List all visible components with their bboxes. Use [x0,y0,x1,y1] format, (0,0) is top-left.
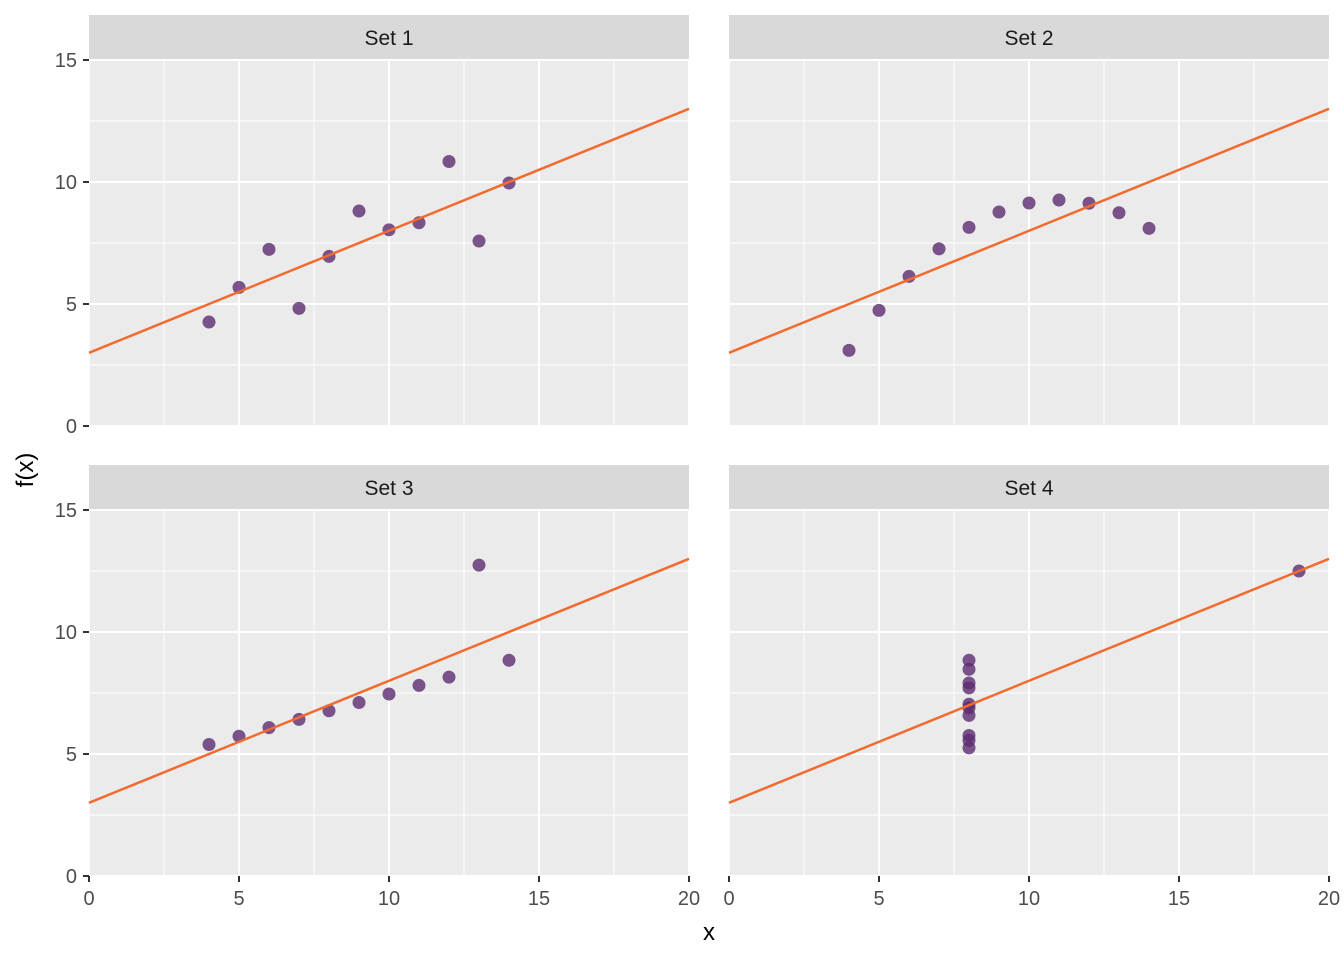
x-tick-label: 0 [723,888,734,910]
data-point [352,696,366,710]
panel-4: Set 4 [728,465,1330,877]
strip-background [89,15,689,60]
fit-line [88,557,690,804]
strip-background [729,465,1329,510]
y-tick-label: 0 [66,866,77,888]
panel-1: Set 1 [88,15,690,427]
data-point [962,662,976,676]
data-point [442,155,456,169]
panel-3: Set 3 [88,465,690,877]
y-tick-label: 15 [55,50,77,72]
y-tick-label: 15 [55,500,77,522]
data-point [382,687,396,701]
x-tick-label: 20 [1318,888,1340,910]
data-point [932,242,946,256]
panels-group: Set 1 Set 2 Set 3 Set 4 [88,15,1330,877]
data-point [1052,193,1066,207]
data-point [352,204,366,218]
data-point [872,303,886,317]
data-point [992,205,1006,219]
x-axis-title: x [703,919,715,946]
fit-line [88,107,690,354]
y-tick-label: 5 [66,744,77,766]
strip-background [729,15,1329,60]
data-point [502,653,516,667]
data-point [202,737,216,751]
data-point [202,315,216,329]
panel-2: Set 2 [728,15,1330,427]
strip-label: Set 3 [364,477,413,500]
fit-line [728,557,1330,804]
data-point [472,558,486,572]
data-point [962,220,976,234]
x-tick-label: 15 [1168,888,1190,910]
y-tick-label: 10 [55,622,77,644]
x-tick-label: 5 [873,888,884,910]
y-tick-label: 5 [66,294,77,316]
x-tick-label: 10 [378,888,400,910]
data-point [962,733,976,747]
x-tick-label: 5 [233,888,244,910]
data-point [292,301,306,315]
strip-label: Set 4 [1004,477,1053,500]
data-point [1142,221,1156,235]
data-point [1112,206,1126,220]
data-point [1022,196,1036,210]
data-point [472,234,486,248]
x-tick-label: 20 [678,888,700,910]
x-tick-label: 15 [528,888,550,910]
y-tick-label: 10 [55,172,77,194]
data-point [962,676,976,690]
strip-label: Set 2 [1004,27,1053,50]
y-axis-title: f(x) [12,453,39,488]
data-point [262,242,276,256]
x-tick-label: 10 [1018,888,1040,910]
data-point [412,678,426,692]
strip-background [89,465,689,510]
data-point [442,670,456,684]
y-tick-label: 0 [66,416,77,438]
fit-line [728,107,1330,354]
strip-label: Set 1 [364,27,413,50]
data-point [842,343,856,357]
axes-group: 0 5 10 15 0 5 10 15 0 5 10 15 20 0 5 10 15 20 [55,50,1340,910]
data-point [962,653,976,667]
x-tick-label: 0 [83,888,94,910]
